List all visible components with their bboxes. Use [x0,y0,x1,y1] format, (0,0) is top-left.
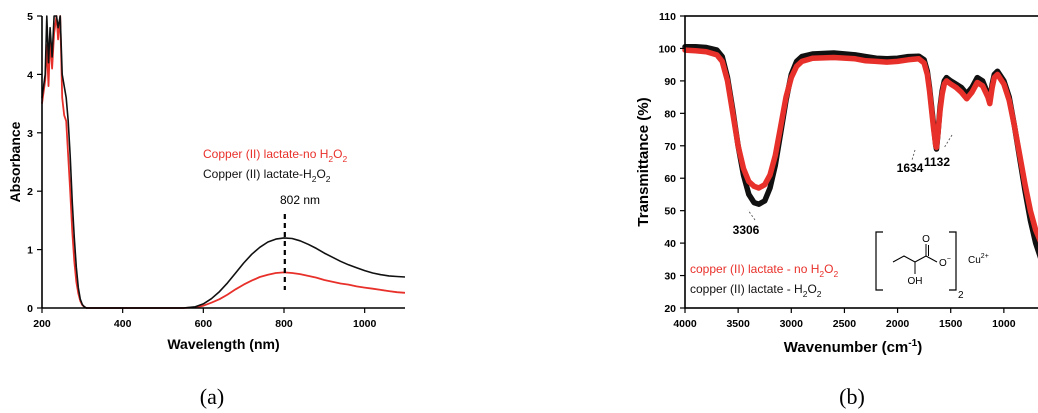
panel-b-y-tick-label: 30 [664,271,676,283]
peak-1132-leader [943,134,953,149]
panel-a-y-tick-label: 1 [27,245,33,257]
panel-a-caption: (a) [200,384,224,409]
panel-a-y-axis-title: Absorbance [7,121,23,202]
panel-b-y-tick-label: 80 [664,108,676,120]
panel-b-x-tick-label: 3000 [780,318,804,330]
panel-b-y-tick-label: 90 [664,76,676,88]
panel-a-peak-label: 802 nm [280,193,320,207]
panel-a-y-tick-label: 3 [27,128,33,140]
panel-b-series-h2o2 [682,44,1038,259]
structure-subscript: 2 [958,290,964,301]
panel-b-x-tick-label: 2500 [833,318,857,330]
panel-a-x-tick-label: 1000 [353,318,377,330]
peak-3306-leader [747,209,756,221]
structure-right-bracket [949,231,957,291]
carboxylate-oxygen: O− [939,256,951,269]
panel-b-x-axis-title: Wavenumber (cm-1) [784,338,922,356]
panel-a-y-tick-label: 5 [27,11,33,23]
panel-a-series-h2o2 [41,15,406,309]
panel-b-legend-entry-no-h2o2: copper (II) lactate - no H2O2 [690,262,838,279]
panel-a-y-ticks: 0 1 2 3 4 5 [27,11,42,315]
panel-a-y-tick-label: 2 [27,186,33,198]
peak-1132-label: 1132 [924,155,950,169]
hydroxyl-group: OH [908,276,923,287]
copper-cation: Cu2+ [968,253,989,266]
panel-a-legend: Copper (II) lactate-no H2O2 Copper (II) … [203,147,347,184]
panel-a-x-ticks: 200 400 600 800 1000 [33,308,377,330]
panel-b-y-tick-label: 20 [664,303,676,315]
panel-b-x-tick-label: 2000 [886,318,910,330]
copper-lactate-structure-inset: O OH O− 2 Cu2+ [875,231,989,301]
peak-3306-label: 3306 [733,223,760,237]
panel-a-y-tick-label: 0 [27,303,33,315]
panel-b-transmittance-chart: 4000350030002500200015001000500 20304050… [635,11,1038,409]
panel-b-series-no-h2o2 [682,47,1038,243]
carbonyl-oxygen: O [922,234,930,245]
panel-b-x-ticks: 4000350030002500200015001000500 [673,308,1016,330]
panel-a-y-tick-label: 4 [27,69,33,81]
panel-b-plot-area [682,44,1038,259]
panel-b-legend-entry-h2o2: copper (II) lactate - H2O2 [690,282,822,299]
panel-b-y-tick-label: 70 [664,141,676,153]
panel-b-legend: copper (II) lactate - no H2O2 copper (II… [690,262,838,299]
panel-b-x-tick-label: 1000 [992,318,1016,330]
panel-a-legend-entry-h2o2: Copper (II) lactate-H2O2 [203,167,331,184]
peak-1634-leader [911,149,916,161]
panel-a-x-axis-title: Wavelength (nm) [167,336,279,352]
panel-a-plot-area [41,15,406,309]
panel-b-y-tick-label: 50 [664,206,676,218]
panel-a-x-tick-label: 800 [275,318,293,330]
peak-1634-label: 1634 [897,161,924,175]
structure-left-bracket [875,231,883,291]
panel-a-x-tick-label: 200 [33,318,51,330]
panel-b-x-tick-label: 1500 [939,318,963,330]
panel-b-y-ticks: 20 30 40 50 60 70 80 90 100 110 [658,11,685,315]
panel-b-peak-annotations: 3306 1634 1132 [733,134,953,237]
panel-b-y-tick-label: 40 [664,238,676,250]
panel-b-x-tick-label: 3500 [726,318,750,330]
lactate-skeleton [892,244,938,274]
panel-b-y-tick-label: 100 [658,43,676,55]
panel-b-caption: (b) [839,384,865,409]
panel-b-y-tick-label: 60 [664,173,676,185]
panel-b-x-tick-label: 4000 [673,318,697,330]
panel-a-legend-entry-no-h2o2: Copper (II) lactate-no H2O2 [203,147,347,164]
panel-b-frame [684,15,1038,309]
panel-b-y-axis-title: Transmittance (%) [635,97,652,226]
panel-a-x-tick-label: 600 [195,318,213,330]
panel-b-y-tick-label: 110 [659,11,676,23]
panel-a-x-tick-label: 400 [114,318,132,330]
panel-a-series-no-h2o2 [41,15,406,309]
